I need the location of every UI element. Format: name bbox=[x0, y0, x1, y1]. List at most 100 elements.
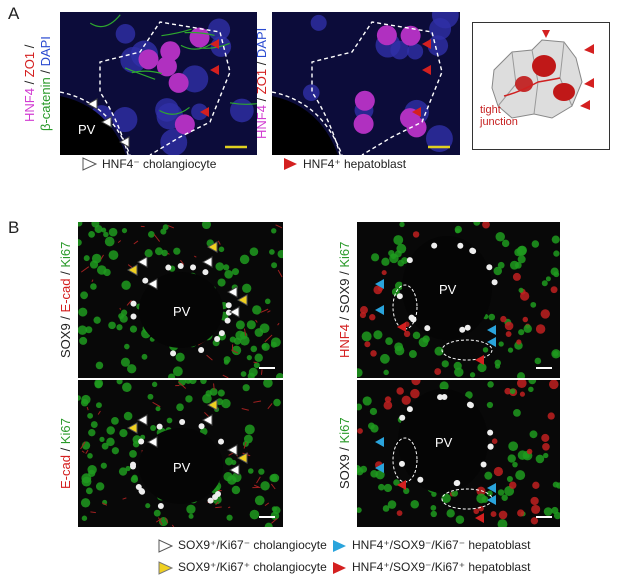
stain-label: β-catenin / DAPI bbox=[38, 12, 53, 155]
stain-name: ZO1 bbox=[22, 52, 37, 78]
membrane bbox=[277, 322, 280, 326]
cell bbox=[90, 283, 97, 290]
arrowhead bbox=[118, 136, 130, 148]
sox9-cell bbox=[486, 264, 493, 271]
micrograph bbox=[272, 12, 460, 155]
vessel bbox=[139, 272, 223, 348]
cell bbox=[141, 353, 148, 360]
cell bbox=[497, 519, 508, 527]
membrane bbox=[158, 517, 163, 526]
membrane bbox=[133, 240, 139, 245]
sox9-cell bbox=[487, 429, 494, 436]
cell bbox=[495, 232, 505, 242]
cell bbox=[120, 309, 128, 316]
membrane bbox=[178, 381, 187, 389]
cell bbox=[275, 373, 283, 378]
cell bbox=[226, 514, 233, 521]
cell bbox=[155, 406, 161, 412]
cell bbox=[394, 281, 404, 291]
cell bbox=[235, 320, 245, 330]
sox9-cell bbox=[225, 302, 232, 309]
cell bbox=[116, 324, 123, 331]
cell bbox=[153, 509, 161, 517]
nucleus bbox=[112, 107, 138, 133]
cell bbox=[78, 395, 81, 401]
micrograph bbox=[78, 380, 283, 527]
sox9-cell bbox=[130, 313, 137, 320]
cell bbox=[121, 227, 128, 234]
stain-name: SOX9 bbox=[337, 278, 352, 314]
cell bbox=[243, 434, 253, 444]
arrowhead bbox=[210, 39, 219, 49]
stain-name: / bbox=[337, 443, 352, 455]
sox9-cell bbox=[406, 406, 413, 413]
cell bbox=[507, 454, 516, 463]
cell bbox=[486, 401, 494, 409]
membrane bbox=[271, 518, 278, 524]
cell bbox=[551, 235, 560, 244]
stain-name: DAPI bbox=[254, 27, 269, 59]
legend-marker bbox=[333, 562, 346, 574]
cell bbox=[81, 394, 91, 405]
cell bbox=[473, 222, 481, 226]
cell bbox=[200, 380, 207, 385]
cell bbox=[78, 222, 83, 227]
membrane bbox=[97, 410, 101, 415]
cell bbox=[364, 341, 371, 348]
micrograph bbox=[78, 222, 283, 378]
cell bbox=[401, 395, 411, 405]
cell bbox=[430, 510, 437, 518]
sox9-cell bbox=[130, 463, 137, 470]
arrowhead bbox=[236, 452, 248, 464]
cell bbox=[375, 470, 385, 480]
cell bbox=[493, 466, 504, 477]
membrane bbox=[80, 441, 86, 450]
cell bbox=[229, 336, 236, 343]
membrane bbox=[152, 401, 161, 408]
cell bbox=[515, 470, 526, 481]
membrane bbox=[199, 42, 230, 49]
cell bbox=[529, 430, 538, 439]
outline bbox=[441, 339, 493, 361]
cell bbox=[493, 266, 503, 276]
legend-marker bbox=[158, 561, 174, 575]
cell bbox=[118, 467, 128, 476]
cell bbox=[247, 372, 255, 378]
cell bbox=[80, 291, 89, 300]
cell bbox=[505, 331, 512, 337]
stain-name: / bbox=[58, 444, 73, 455]
cell bbox=[161, 249, 168, 257]
membrane bbox=[264, 334, 273, 343]
nucleus bbox=[390, 40, 410, 60]
cell bbox=[383, 369, 389, 376]
stain-name: Ki67 bbox=[337, 241, 352, 268]
cell bbox=[263, 380, 273, 388]
arrowhead bbox=[226, 286, 238, 298]
cell bbox=[239, 335, 250, 346]
arrowhead bbox=[422, 65, 431, 75]
cell bbox=[476, 493, 487, 504]
cell bbox=[167, 373, 176, 378]
membrane bbox=[260, 308, 269, 313]
cell bbox=[369, 407, 378, 416]
cell bbox=[125, 465, 131, 472]
legend-marker bbox=[82, 157, 98, 171]
cell bbox=[396, 243, 407, 254]
cell bbox=[108, 250, 119, 260]
arrowhead bbox=[375, 463, 384, 473]
cell bbox=[175, 352, 185, 362]
membrane bbox=[194, 255, 197, 258]
cell bbox=[528, 380, 537, 385]
cell bbox=[122, 382, 132, 393]
sox9-cell bbox=[441, 394, 448, 401]
membrane bbox=[86, 406, 89, 411]
cell bbox=[103, 268, 111, 277]
sox9-cell bbox=[470, 248, 477, 255]
sox9-cell bbox=[224, 317, 231, 324]
cell bbox=[403, 487, 410, 495]
nucleus bbox=[115, 24, 136, 44]
cell bbox=[534, 357, 542, 365]
cell bbox=[519, 391, 526, 397]
arrowhead bbox=[475, 513, 484, 523]
cell bbox=[394, 342, 404, 352]
